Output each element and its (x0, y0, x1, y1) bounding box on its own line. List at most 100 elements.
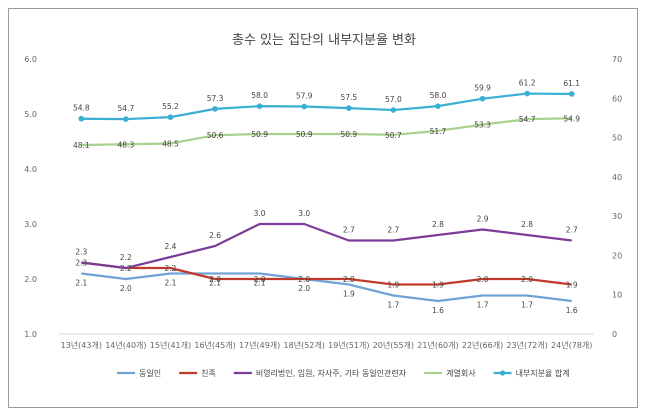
series-marker (212, 106, 218, 112)
data-label: 58.0 (430, 91, 447, 100)
series-marker (479, 95, 486, 102)
legend-label: 내부지분율 합계 (516, 368, 570, 378)
data-label: 54.9 (563, 114, 580, 123)
data-label: 54.7 (519, 115, 536, 124)
left-axis-tick: 5.0 (24, 110, 37, 119)
x-axis-tick: 24년(78개) (551, 340, 592, 350)
left-axis-tick: 1.0 (24, 330, 37, 339)
data-label: 54.8 (73, 104, 90, 113)
data-label: 48.5 (162, 139, 179, 148)
right-axis-tick: 10 (612, 291, 622, 300)
data-label: 2.1 (209, 279, 221, 288)
data-label: 57.3 (207, 94, 224, 103)
data-label: 57.0 (385, 95, 402, 104)
data-label: 2.4 (164, 242, 176, 251)
data-label: 50.6 (207, 131, 224, 140)
data-label: 50.9 (296, 130, 313, 139)
series-marker (123, 116, 129, 122)
data-label: 2.8 (521, 220, 533, 229)
data-label: 61.1 (563, 79, 580, 88)
data-label: 2.9 (477, 215, 489, 224)
data-label: 61.2 (519, 79, 536, 88)
data-label: 2.0 (209, 275, 221, 284)
series-layer (78, 90, 575, 303)
data-label: 3.0 (298, 209, 310, 218)
data-label: 2.7 (387, 226, 399, 235)
data-label: 1.9 (566, 281, 578, 290)
right-axis-tick: 30 (612, 212, 622, 221)
legend: 동일인 친족 비영리법인, 임원, 자사주, 기타 동일인관련자 계열회사 내부지분율 … (117, 368, 570, 378)
series-marker (345, 105, 352, 111)
series-line-2 (81, 222, 572, 270)
data-label: 2.0 (298, 275, 310, 284)
data-label: 2.7 (566, 226, 578, 235)
x-axis-tick: 21년(60개) (417, 340, 458, 350)
data-label: 2.0 (254, 275, 266, 284)
legend-label: 동일인 (139, 368, 161, 378)
left-axis-tick: 3.0 (24, 220, 37, 229)
data-label: 50.9 (340, 130, 357, 139)
data-label: 2.0 (477, 275, 489, 284)
data-label: 2.7 (343, 226, 355, 235)
series-line-4 (81, 92, 572, 121)
series-marker (524, 90, 530, 97)
data-label: 2.0 (343, 275, 355, 284)
data-label: 2.6 (209, 231, 221, 240)
data-label: 2.3 (75, 248, 87, 257)
x-axis-tick: 20년(55개) (373, 340, 414, 350)
data-label: 2.1 (75, 279, 87, 288)
data-label: 2.2 (164, 264, 176, 273)
data-labels: 2.12.02.1 2.1 2.12.01.91.71.61.7 1.71.62.32… (73, 79, 580, 315)
data-label: 2.2 (120, 253, 132, 262)
data-label: 1.6 (432, 306, 444, 315)
right-axis-tick: 70 (612, 55, 622, 64)
series-marker (256, 103, 263, 109)
right-axis-tick: 40 (612, 173, 622, 182)
data-label: 2.8 (432, 220, 444, 229)
data-label: 48.1 (73, 141, 90, 150)
x-axis-tick: 22년(66개) (462, 340, 503, 350)
data-label: 2.0 (120, 284, 132, 293)
x-axis-tick: 19년(51개) (328, 340, 369, 350)
data-label: 1.6 (566, 306, 578, 315)
left-axis-tick: 6.0 (24, 55, 37, 64)
legend-label: 계열회사 (446, 368, 476, 378)
legend-label: 비영리법인, 임원, 자사주, 기타 동일인관련자 (256, 368, 407, 378)
chart-frame: 총수 있는 집단의 내부지분율 변화 1.0 2.0 3.0 4.0 5.0 6.0 0 10… (8, 8, 638, 408)
data-label: 2.1 (254, 279, 266, 288)
right-axis-tick: 50 (612, 134, 622, 143)
series-marker (435, 103, 441, 109)
data-label: 1.9 (432, 281, 444, 290)
data-label: 1.9 (343, 290, 355, 299)
left-axis-tick: 4.0 (24, 165, 37, 174)
x-axis-tick: 16년(45개) (194, 340, 235, 350)
data-label: 53.3 (474, 121, 491, 130)
series-marker (78, 115, 85, 122)
data-label: 55.2 (162, 102, 179, 111)
data-label: 51.7 (430, 127, 447, 136)
data-label: 50.9 (251, 130, 268, 139)
data-label: 1.9 (387, 281, 399, 290)
series-line-1 (81, 261, 572, 286)
data-label: 1.7 (387, 301, 399, 310)
right-axis-tick: 20 (612, 251, 622, 260)
series-marker (568, 91, 575, 97)
x-axis-tick: 14년(40개) (105, 340, 146, 350)
data-label: 1.7 (477, 301, 489, 310)
series-marker (301, 103, 308, 110)
data-label: 1.7 (521, 301, 533, 310)
right-axis-tick: 0 (612, 330, 617, 339)
right-axis-tick: 60 (612, 94, 622, 103)
series-line-0 (81, 272, 572, 303)
chart-title: 총수 있는 집단의 내부지분율 변화 (232, 33, 416, 48)
series-marker (390, 107, 397, 113)
data-label: 2.3 (75, 259, 87, 268)
legend-label: 친족 (201, 368, 216, 378)
data-label: 58.0 (251, 91, 268, 100)
data-label: 2.0 (298, 284, 310, 293)
data-label: 59.9 (474, 84, 491, 93)
data-label: 57.5 (340, 93, 357, 102)
x-axis-tick: 15년(41개) (150, 340, 191, 350)
x-axis-tick: 17년(49개) (239, 340, 280, 350)
data-label: 57.9 (296, 92, 313, 101)
